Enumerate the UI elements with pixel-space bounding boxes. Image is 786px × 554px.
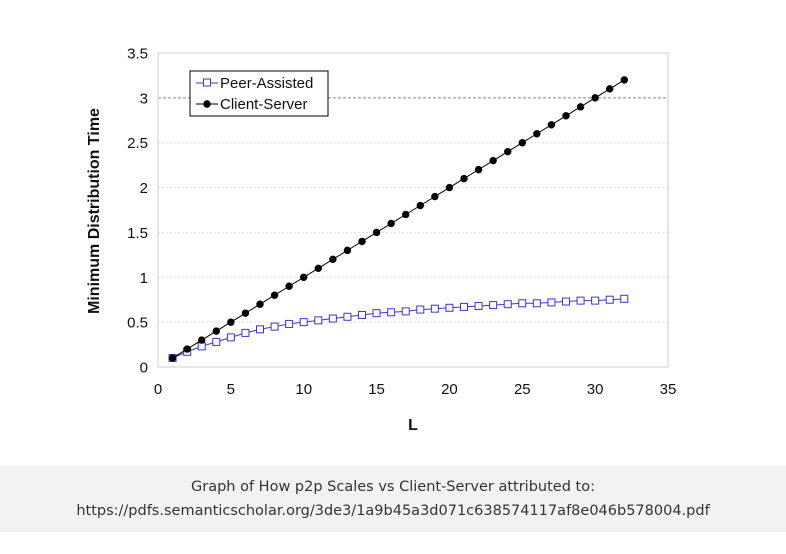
- line-chart: 0 0.5 1 1.5 2 2.5 3 3.5 0 5 10 15 20 25 30 35 Peer-Assi…: [86, 46, 676, 435]
- data-point-client-server: [212, 327, 220, 335]
- caption-source-url: https://pdfs.semanticscholar.org/3de3/1a…: [76, 503, 710, 519]
- data-point-peer-assisted: [241, 328, 250, 337]
- data-point-peer-assisted: [416, 305, 425, 314]
- data-point-peer-assisted: [591, 296, 600, 305]
- data-point-peer-assisted: [387, 308, 396, 317]
- image-caption: Graph of How p2p Scales vs Client-Server…: [0, 466, 786, 532]
- data-point-client-server: [591, 94, 599, 102]
- data-point-client-server: [547, 121, 556, 129]
- data-point-peer-assisted: [474, 301, 483, 310]
- data-point-client-server: [198, 336, 206, 344]
- data-point-client-server: [314, 264, 322, 273]
- y-tick-label: 0.5: [127, 315, 148, 332]
- data-point-client-server: [431, 192, 439, 201]
- x-tick-label: 5: [227, 381, 235, 398]
- data-point-peer-assisted: [226, 333, 235, 342]
- data-point-client-server: [606, 85, 614, 93]
- legend-marker-client-server: [203, 100, 211, 108]
- x-axis-title: L: [408, 417, 418, 434]
- data-point-peer-assisted: [445, 303, 454, 312]
- caption-line-1: Graph of How p2p Scales vs Client-Server…: [191, 479, 595, 495]
- data-point-peer-assisted: [605, 295, 614, 304]
- data-point-peer-assisted: [372, 309, 381, 318]
- y-tick-label: 2.5: [127, 135, 148, 152]
- axis-layer: 0 0.5 1 1.5 2 2.5 3 3.5 0 5 10 15 20 25 30 35: [127, 46, 676, 399]
- data-point-client-server: [387, 219, 395, 228]
- x-tick-label: 25: [514, 381, 531, 398]
- y-tick-label: 0: [140, 360, 148, 377]
- legend-label-client-server: Client-Server: [220, 96, 308, 113]
- plot-frame: [157, 52, 669, 368]
- series-layer: [168, 76, 629, 363]
- data-point-peer-assisted: [299, 318, 308, 327]
- data-point-peer-assisted: [489, 301, 498, 310]
- data-point-peer-assisted: [328, 314, 337, 323]
- data-point-client-server: [518, 139, 526, 147]
- data-point-peer-assisted: [518, 299, 527, 308]
- data-point-client-server: [474, 165, 483, 174]
- data-point-peer-assisted: [620, 294, 629, 303]
- data-point-client-server: [168, 354, 177, 362]
- data-point-client-server: [576, 103, 585, 111]
- data-point-peer-assisted: [197, 342, 206, 351]
- data-point-peer-assisted: [532, 299, 541, 308]
- y-tick-label: 2: [140, 180, 148, 197]
- data-point-client-server: [562, 112, 570, 120]
- data-point-client-server: [183, 345, 191, 353]
- data-point-client-server: [227, 318, 235, 326]
- data-point-peer-assisted: [562, 297, 570, 306]
- data-point-client-server: [620, 76, 628, 84]
- series-line-client-server: [172, 79, 625, 359]
- data-point-peer-assisted: [576, 296, 585, 305]
- grid-layer: [158, 97, 668, 323]
- data-point-peer-assisted: [547, 298, 556, 307]
- data-point-client-server: [416, 201, 424, 210]
- data-point-peer-assisted: [460, 302, 468, 311]
- data-point-client-server: [402, 210, 410, 219]
- legend-marker-peer-assisted: [203, 78, 211, 87]
- data-point-peer-assisted: [343, 312, 352, 321]
- x-tick-label: 10: [295, 381, 312, 398]
- legend: Peer-Assisted Client-Server: [189, 70, 329, 117]
- chart-area: 0 0.5 1 1.5 2 2.5 3 3.5 0 5 10 15 20 25 30 35 Peer-Assi…: [86, 46, 676, 435]
- series-line-peer-assisted: [172, 298, 625, 359]
- x-tick-label: 30: [587, 381, 604, 398]
- y-tick-label: 3.5: [127, 46, 148, 63]
- data-point-peer-assisted: [358, 310, 366, 319]
- data-point-client-server: [372, 228, 381, 237]
- data-point-client-server: [445, 183, 454, 192]
- data-point-peer-assisted: [430, 304, 439, 313]
- data-point-client-server: [489, 156, 497, 165]
- data-point-peer-assisted: [212, 337, 221, 346]
- y-tick-label: 1.5: [127, 225, 148, 242]
- x-tick-label: 15: [368, 381, 385, 398]
- data-point-peer-assisted: [285, 319, 294, 328]
- data-point-client-server: [504, 147, 512, 156]
- data-point-client-server: [270, 291, 279, 299]
- x-tick-label: 20: [441, 381, 458, 398]
- data-point-peer-assisted: [256, 325, 264, 334]
- legend-box: [189, 70, 329, 117]
- data-point-client-server: [285, 282, 293, 290]
- y-axis-title: Minimum Distribution Time: [86, 108, 103, 314]
- data-point-client-server: [329, 255, 337, 264]
- data-point-client-server: [343, 246, 352, 255]
- data-point-client-server: [358, 237, 366, 246]
- legend-label-peer-assisted: Peer-Assisted: [220, 75, 313, 92]
- y-tick-label: 3: [140, 90, 148, 107]
- data-point-peer-assisted: [401, 307, 410, 316]
- data-point-client-server: [300, 273, 308, 281]
- data-point-client-server: [241, 309, 250, 317]
- data-point-peer-assisted: [270, 322, 279, 331]
- data-point-client-server: [533, 130, 541, 138]
- x-tick-label: 35: [660, 381, 677, 398]
- data-point-peer-assisted: [503, 300, 512, 309]
- y-tick-label: 1: [140, 270, 148, 287]
- data-point-client-server: [460, 174, 468, 183]
- x-tick-label: 0: [154, 381, 162, 398]
- data-point-client-server: [256, 300, 264, 308]
- data-point-peer-assisted: [314, 316, 323, 325]
